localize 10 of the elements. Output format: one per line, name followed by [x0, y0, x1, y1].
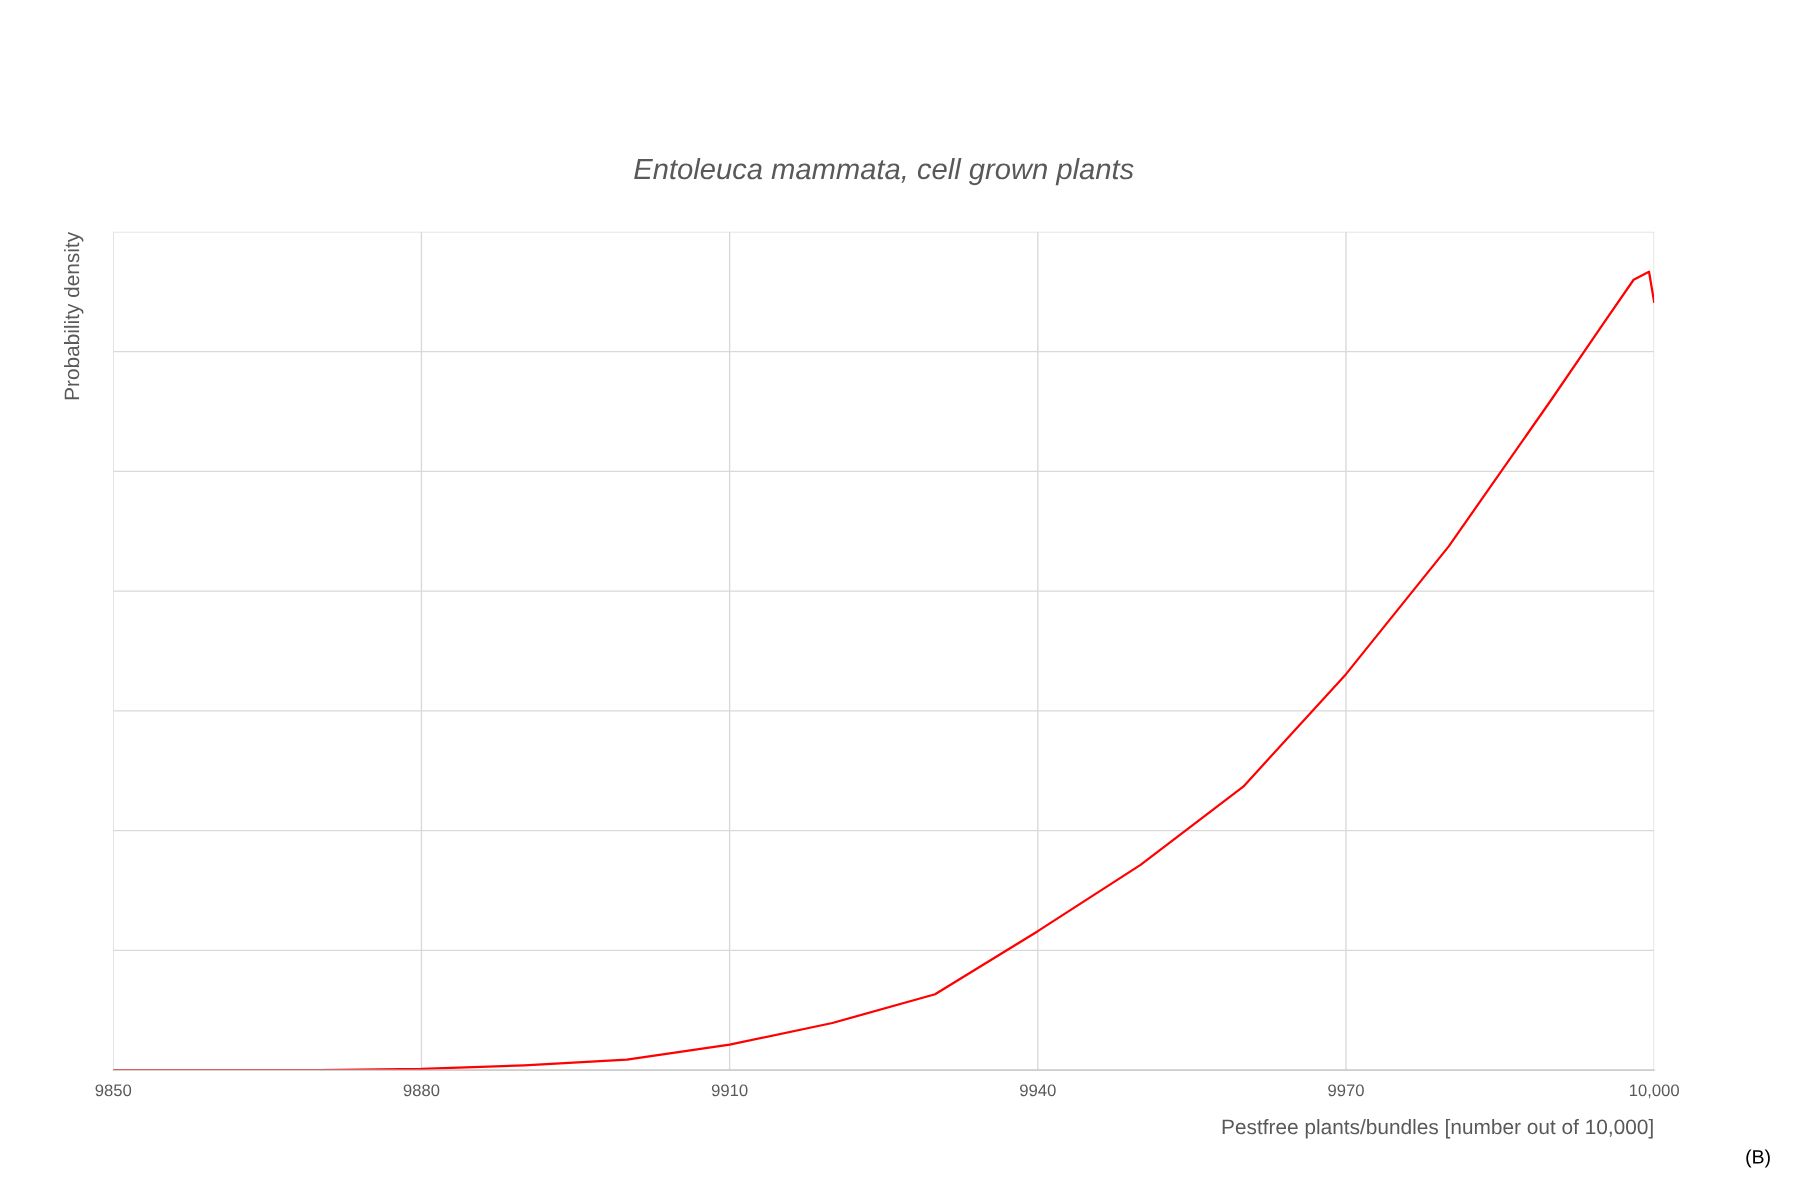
x-tick-label: 9850 [95, 1084, 132, 1097]
x-axis-title: Pestfree plants/bundles [number out of 10,000] [1222, 1118, 1653, 1139]
x-tick-label: 9970 [1328, 1084, 1364, 1097]
chart-title: Entoleuca mammata, cell grown plants [634, 157, 1134, 186]
x-tick-label: 9940 [1020, 1084, 1056, 1097]
text: (B) [1746, 1149, 1770, 1168]
x-tick-label: 10,000 [1629, 1084, 1679, 1099]
y-axis-title: Probability density [63, 231, 84, 400]
x-tick-label: 9910 [711, 1084, 748, 1097]
x-tick-label: 9880 [403, 1084, 440, 1097]
